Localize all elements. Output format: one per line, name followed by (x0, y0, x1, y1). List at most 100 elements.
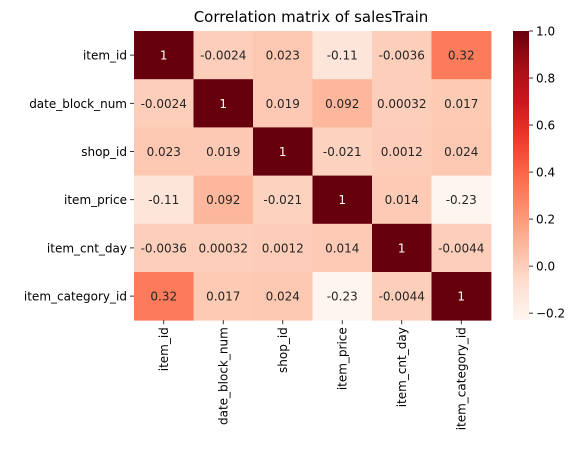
heatmap-cell (134, 223, 194, 273)
cell-value-label: 0.014 (325, 241, 359, 255)
heatmap-cell (431, 223, 492, 273)
colorbar-tick-label: 0.4 (536, 166, 555, 180)
y-tick-label: item_cnt_day (47, 241, 127, 255)
heatmap-cell (134, 127, 194, 176)
cell-value-label: 0.092 (206, 193, 240, 207)
cell-value-label: 0.017 (444, 97, 478, 111)
x-axis: item_id date_block_num shop_id item_price it… (157, 320, 469, 430)
heatmap-cell (312, 223, 373, 273)
cell-value-label: 0.023 (147, 145, 181, 159)
y-tick-label: item_id (83, 49, 127, 63)
x-tick-label: item_price (336, 327, 350, 390)
cell-value-label: 1 (457, 290, 465, 304)
heatmap-cell (372, 175, 432, 225)
colorbar-tick-label: 0.2 (536, 213, 555, 227)
cell-value-label: 0.014 (385, 193, 419, 207)
heatmap-cell (431, 272, 492, 321)
heatmap-cell (134, 31, 194, 80)
heatmap-cell (431, 175, 492, 225)
cell-value-label: 0.024 (444, 145, 478, 159)
cell-value-label: -0.23 (446, 193, 477, 207)
cell-value-label: 1 (279, 145, 287, 159)
heatmap-cell (372, 31, 432, 80)
heatmap-cell (372, 223, 432, 273)
heatmap-cell (193, 31, 254, 80)
heatmap-cell (193, 223, 254, 273)
heatmap-cell (193, 175, 254, 225)
heatmap-cell (193, 79, 254, 128)
x-tick-label: date_block_num (217, 327, 231, 425)
heatmap-cell (312, 272, 373, 321)
colorbar-tick-label: 0.8 (536, 72, 555, 86)
x-tick-label: item_category_id (455, 327, 469, 430)
heatmap-cell (312, 31, 373, 80)
y-axis: item_id date_block_num shop_id item_priceit… (24, 49, 134, 304)
heatmap-cell (193, 127, 254, 176)
cell-value-label: 1 (398, 241, 406, 255)
heatmap-cell (372, 272, 432, 321)
cell-value-label: 0.00032 (377, 97, 427, 111)
x-tick-label: item_cnt_day (395, 327, 409, 407)
cell-value-label: -0.0044 (438, 241, 484, 255)
cell-value-label: 0.017 (206, 290, 240, 304)
heatmap-cell (253, 272, 313, 321)
heatmap-cell (134, 175, 194, 225)
heatmap-cell (134, 272, 194, 321)
colorbar-gradient (513, 31, 529, 321)
cell-value-label: -0.021 (323, 145, 362, 159)
cell-value-label: 0.0012 (381, 145, 423, 159)
cell-value-label: 0.024 (266, 290, 300, 304)
heatmap-cell (253, 127, 313, 176)
y-tick-label: item_category_id (24, 290, 127, 304)
heatmap-cell (193, 272, 254, 321)
cell-value-label: 0.32 (448, 49, 475, 63)
heatmap-cell (312, 127, 373, 176)
cell-value-label: 0.0012 (262, 241, 304, 255)
x-tick-label: item_id (157, 327, 171, 371)
cell-value-label: -0.021 (263, 193, 302, 207)
cell-value-label: 0.00032 (198, 241, 248, 255)
cell-value-label: -0.0036 (141, 241, 187, 255)
cell-value-label: -0.11 (327, 49, 358, 63)
cell-value-label: 0.023 (266, 49, 300, 63)
cell-value-label: -0.0024 (141, 97, 187, 111)
cell-value-label: -0.11 (148, 193, 179, 207)
cell-value-label: -0.0036 (379, 49, 425, 63)
heatmap-cell (312, 175, 373, 225)
cell-value-label: -0.0024 (200, 49, 246, 63)
heatmap-cell (253, 31, 313, 80)
colorbar-tick-label: 0.0 (536, 260, 555, 274)
colorbar: −0.2 0.0 0.2 0.4 0.6 0.8 1.0 (513, 25, 565, 321)
x-tick-label: shop_id (276, 327, 290, 373)
cell-value-label: 1 (338, 193, 346, 207)
heatmap-cell (134, 79, 194, 128)
cell-value-label: -0.0044 (379, 290, 425, 304)
colorbar-tick-label: 0.6 (536, 119, 555, 133)
heatmap-cell-labels: 1 -0.0024 0.023 -0.11 -0.0036 0.32 -0.0024 1 0.0… (141, 49, 485, 304)
heatmap-cell (253, 175, 313, 225)
y-tick-label: date_block_num (29, 97, 127, 111)
cell-value-label: 0.019 (266, 97, 300, 111)
colorbar-tick-label: −0.2 (536, 307, 565, 321)
heatmap-cells (134, 31, 492, 321)
y-tick-label: shop_id (81, 145, 127, 159)
heatmap-cell (312, 79, 373, 128)
heatmap-cell (253, 223, 313, 273)
cell-value-label: 0.32 (150, 290, 177, 304)
cell-value-label: 0.092 (325, 97, 359, 111)
heatmap-cell (431, 31, 492, 80)
y-tick-label: item_price (64, 193, 127, 207)
heatmap-cell (372, 127, 432, 176)
heatmap-cell (253, 79, 313, 128)
colorbar-tick-label: 1.0 (536, 25, 555, 39)
cell-value-label: 1 (219, 97, 227, 111)
chart-title: Correlation matrix of salesTrain (194, 8, 429, 26)
heatmap-cell (431, 127, 492, 176)
heatmap-cell (431, 79, 492, 128)
cell-value-label: 0.019 (206, 145, 240, 159)
heatmap-cell (372, 79, 432, 128)
cell-value-label: 1 (160, 49, 168, 63)
cell-value-label: -0.23 (327, 290, 358, 304)
